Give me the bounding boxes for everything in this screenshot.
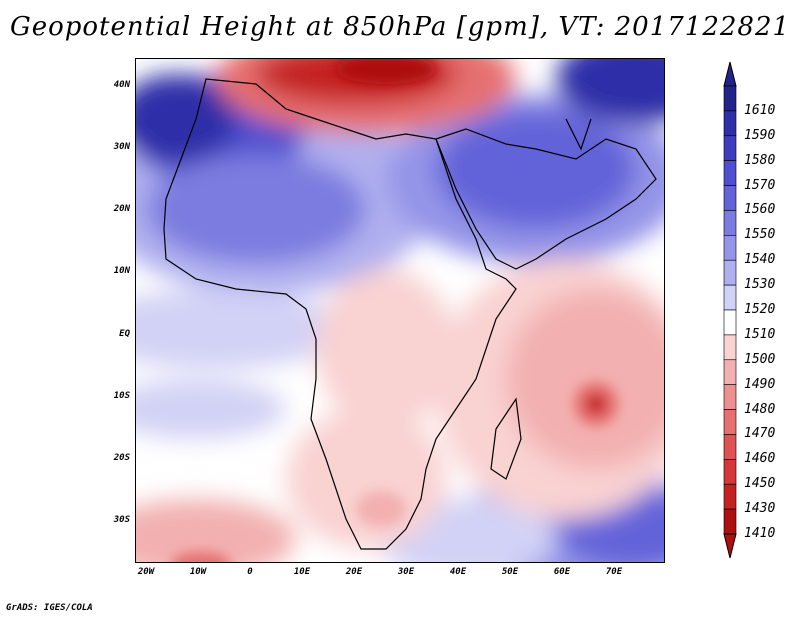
colorbar-swatch (723, 384, 737, 410)
colorbar-label: 1500 (744, 351, 776, 367)
height-field (136, 59, 664, 562)
y-tick-label: 40N (113, 80, 130, 90)
colorbar-swatch (723, 459, 737, 485)
colorbar-swatch (723, 210, 737, 236)
y-tick-label: 10S (113, 391, 130, 401)
colorbar-swatch (723, 284, 737, 311)
colorbar-swatch (723, 160, 737, 186)
map-canvas[interactable] (136, 59, 665, 563)
x-tick-label: 10W (189, 567, 207, 577)
colorbar-label: 1430 (744, 501, 776, 517)
colorbar-swatch (723, 110, 737, 137)
colorbar-swatch (723, 135, 737, 161)
footer-credit: GrADS: IGES/COLA (6, 603, 93, 613)
colorbar-label: 1510 (744, 326, 776, 342)
colorbar-swatch (723, 359, 737, 385)
colorbar-label: 1520 (744, 302, 776, 317)
colorbar-label: 1590 (744, 127, 776, 143)
colorbar-swatch (723, 259, 737, 286)
map-title: Geopotential Height at 850hPa [gpm], VT:… (9, 12, 791, 42)
y-tick-label: 30N (113, 142, 130, 152)
colorbar-label: 1490 (744, 376, 776, 392)
colorbar-swatch (723, 309, 737, 336)
colorbar-label: 1410 (744, 526, 776, 541)
height-extremes (171, 59, 618, 562)
colorbar-label: 1470 (744, 426, 776, 442)
colorbar-label: 1530 (744, 277, 776, 293)
colorbar-label: 1560 (744, 202, 776, 218)
x-tick-label: 10E (293, 567, 311, 577)
x-tick-label: 0 (247, 567, 253, 577)
colorbar-label: 1460 (744, 451, 776, 467)
x-tick-label: 20W (137, 567, 155, 577)
colorbar-swatch (723, 508, 737, 535)
y-tick-label: 20S (113, 453, 130, 463)
coastlines (163, 78, 657, 550)
y-tick-label: 30S (113, 515, 130, 525)
x-tick-label: 40E (449, 567, 467, 577)
x-tick-label: 20E (345, 567, 363, 577)
colorbar-label: 1450 (744, 476, 776, 492)
x-tick-label: 60E (553, 567, 571, 577)
colorbar-label: 1570 (744, 177, 776, 193)
y-tick-label: 10N (113, 266, 130, 276)
x-tick-label: 70E (605, 567, 623, 577)
colorbar-label: 1610 (744, 102, 776, 118)
y-tick-label: 20N (113, 204, 130, 214)
colorbar-top-arrow (723, 61, 737, 87)
y-tick-label: EQ (119, 329, 130, 339)
x-tick-label: 30E (397, 567, 415, 577)
colorbar-swatch (723, 334, 737, 361)
colorbar-swatch (723, 434, 737, 460)
colorbar-swatch (723, 235, 737, 261)
colorbar-label: 1540 (744, 252, 776, 268)
colorbar-swatch (723, 483, 737, 510)
colorbar-bottom-arrow (723, 533, 737, 559)
x-tick-label: 50E (501, 567, 519, 577)
colorbar-label: 1550 (744, 227, 776, 243)
map-panel[interactable] (135, 58, 665, 563)
colorbar-label: 1480 (744, 401, 776, 417)
colorbar-label: 1580 (744, 152, 776, 168)
colorbar-swatch (723, 85, 737, 112)
colorbar-swatch (723, 409, 737, 435)
colorbar-swatch (723, 185, 737, 211)
colorbar (723, 61, 737, 559)
